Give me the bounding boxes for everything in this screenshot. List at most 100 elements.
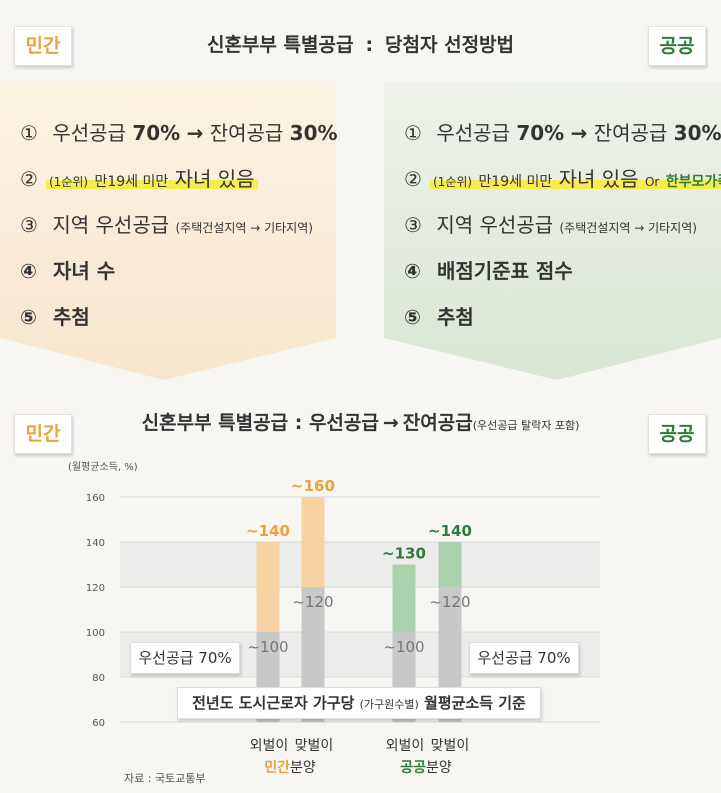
bar-label-remaining: ~140 (428, 522, 472, 540)
bar-label-priority: ~100 (383, 638, 424, 656)
step-number: ② (404, 167, 422, 191)
step-text: 잔여공급 (209, 121, 284, 145)
basis-detail: (가구원수별) (359, 698, 419, 711)
bar-label-remaining: ~160 (291, 477, 335, 495)
step-5: ⑤ 추첨 (404, 294, 721, 340)
or-label: Or (644, 175, 660, 189)
title-left: 신혼부부 특별공급 (206, 34, 354, 56)
y-tick-label: 120 (86, 583, 105, 594)
step-2: ② (1순위) 만19세 미만 자녀 있음 (20, 156, 338, 202)
private-arrow-shape (0, 82, 336, 380)
step-text: 자녀 수 (52, 259, 116, 283)
title-separator: : (365, 34, 374, 56)
arrow-icon: → (382, 412, 399, 434)
bar-remaining (256, 542, 280, 632)
y-tick-label: 60 (92, 718, 105, 729)
step-alt: 한부모가족 (665, 174, 721, 190)
chart-title-a: 우선공급 (308, 412, 379, 434)
group-label-public: 공공분양 (386, 757, 466, 777)
step-text: 우선공급 (52, 121, 126, 145)
selection-arrows (0, 82, 721, 380)
y-tick-label: 100 (86, 628, 105, 639)
step-detail: (주택건설지역 → 기타지역) (559, 221, 697, 235)
basis-text: 전년도 도시근로자 가구당 (192, 694, 355, 712)
step-number: ① (20, 121, 38, 145)
public-arrow-shape (384, 82, 721, 380)
group-rest: 분양 (426, 760, 452, 776)
step-text: 잔여공급 (593, 121, 668, 145)
step-text: 만19세 미만 (478, 174, 553, 190)
highlight: (1순위) 만19세 미만 자녀 있음 Or 한부모가족 (430, 167, 721, 191)
chart-title-left: 신혼부부 특별공급 (141, 412, 289, 434)
y-tick-label: 140 (86, 538, 105, 549)
public-tag: 공공 (648, 414, 706, 454)
step-4: ④ 자녀 수 (20, 248, 338, 294)
step-text: 만19세 미만 (94, 174, 169, 190)
step-text: 자녀 있음 (174, 167, 255, 191)
bar-label-priority: ~100 (247, 638, 288, 656)
step-text: 추첨 (436, 305, 474, 329)
bar-label-remaining: ~140 (246, 522, 290, 540)
income-basis-label: 전년도 도시근로자 가구당 (가구원수별) 월평균소득 기준 (177, 687, 541, 719)
step-text: 배점기준표 점수 (436, 259, 573, 283)
group-rest: 분양 (290, 760, 316, 776)
step-3: ③ 지역 우선공급 (주택건설지역 → 기타지역) (20, 202, 338, 248)
step-text: 추첨 (52, 305, 90, 329)
page-title: 신혼부부 특별공급: 당첨자 선정방법 (0, 30, 721, 57)
bar-label-remaining: ~130 (382, 545, 426, 563)
priority-supply-label-left: 우선공급 70% (130, 642, 240, 674)
step-text: 우선공급 (436, 121, 510, 145)
private-step-list: ① 우선공급 70% → 잔여공급 30% ② (1순위) 만19세 미만 자녀 … (20, 110, 338, 340)
title-right: 당첨자 선정방법 (385, 34, 515, 56)
chart-title: 신혼부부 특별공급 : 우선공급 → 잔여공급(우선공급 탈락자 포함) (0, 408, 721, 435)
group-colored: 민간 (264, 760, 290, 776)
rank-label: (1순위) (49, 175, 89, 189)
step-1: ① 우선공급 70% → 잔여공급 30% (404, 110, 721, 156)
private-tag: 민간 (14, 26, 72, 66)
basis-text: 월평균소득 기준 (424, 694, 526, 712)
group-colored: 공공 (400, 760, 426, 776)
bar-label-priority: ~120 (429, 593, 470, 611)
source-note: 자료 : 국토교통부 (124, 772, 206, 785)
step-number: ④ (20, 259, 37, 283)
arrow-icon: → (570, 121, 588, 145)
bar-label-priority: ~120 (292, 593, 333, 611)
y-axis-unit: (월평균소득, %) (68, 462, 138, 473)
step-value: 70% (516, 121, 565, 145)
step-text: 지역 우선공급 (52, 213, 170, 237)
rank-label: (1순위) (433, 175, 473, 189)
step-number: ② (20, 167, 38, 191)
x-label-dual-private: 맞벌이 (294, 738, 334, 754)
step-3: ③ 지역 우선공급 (주택건설지역 → 기타지역) (404, 202, 721, 248)
step-1: ① 우선공급 70% → 잔여공급 30% (20, 110, 338, 156)
step-5: ⑤ 추첨 (20, 294, 338, 340)
bar-remaining (438, 542, 462, 587)
chart-title-sub: (우선공급 탈락자 포함) (472, 419, 580, 432)
step-4: ④ 배점기준표 점수 (404, 248, 721, 294)
private-tag: 민간 (14, 414, 72, 454)
step-number: ③ (404, 213, 422, 237)
y-tick-label: 80 (92, 673, 105, 684)
chart-title-b: 잔여공급 (402, 412, 473, 434)
x-label-single-private: 외벌이 (249, 738, 289, 754)
public-step-list: ① 우선공급 70% → 잔여공급 30% ② (1순위) 만19세 미만 자녀 … (404, 110, 721, 340)
step-value: 30% (289, 121, 338, 145)
step-text: 자녀 있음 (558, 167, 639, 191)
step-text: 지역 우선공급 (436, 213, 554, 237)
step-detail: (주택건설지역 → 기타지역) (175, 221, 313, 235)
step-value: 30% (673, 121, 721, 145)
step-number: ④ (404, 259, 421, 283)
step-number: ⑤ (20, 305, 37, 329)
group-label-private: 민간분양 (250, 757, 330, 777)
step-2: ② (1순위) 만19세 미만 자녀 있음 Or 한부모가족 (404, 156, 721, 202)
chart-title-separator: : (294, 412, 303, 434)
step-number: ③ (20, 213, 38, 237)
step-number: ① (404, 121, 422, 145)
priority-supply-label-right: 우선공급 70% (469, 642, 579, 674)
bar-remaining (301, 497, 325, 587)
step-value: 70% (132, 121, 181, 145)
x-label-dual-public: 맞벌이 (430, 738, 470, 754)
highlight: (1순위) 만19세 미만 자녀 있음 (46, 167, 258, 191)
arrow-icon: → (186, 121, 204, 145)
grid-band (120, 542, 600, 587)
